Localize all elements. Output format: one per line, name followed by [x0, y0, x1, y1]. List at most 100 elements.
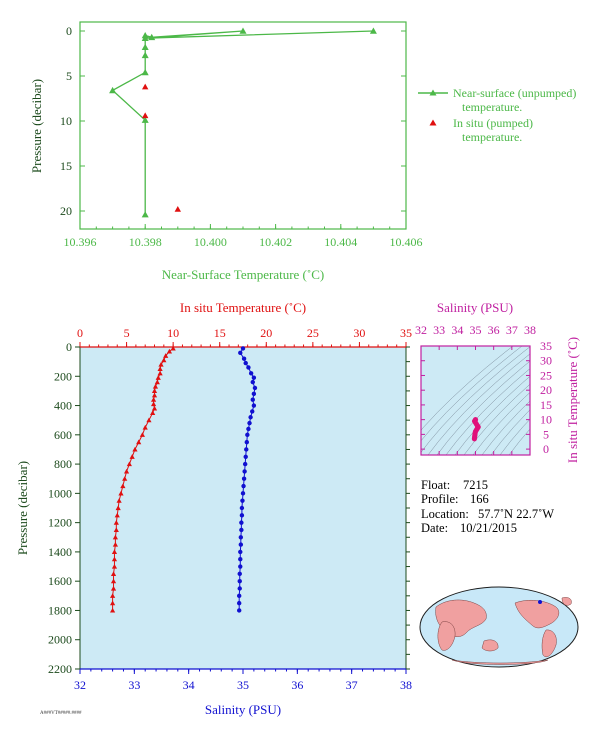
salinity-profile-point	[250, 397, 255, 402]
temperature-profile-point	[112, 541, 118, 547]
salinity-profile-point	[238, 350, 243, 356]
top-y-tick-label: 5	[66, 69, 72, 83]
unpumped-temperature-point	[141, 43, 149, 50]
map-land-greenland	[561, 597, 572, 606]
top-x-tick-label: 10.398	[129, 235, 162, 249]
salinity-profile-point	[238, 535, 244, 540]
top-y-tick-label: 0	[66, 24, 72, 38]
density-contour-line	[427, 353, 530, 455]
temperature-profile-point	[112, 534, 118, 540]
map-land-north-america	[514, 599, 560, 629]
float-info-block: Float: 7215 Profile: 166 Location: 57.7˚…	[421, 478, 554, 535]
temperature-profile-point	[120, 483, 126, 489]
salinity-profile-point	[236, 608, 242, 613]
map-land-australia	[481, 639, 499, 652]
profile-chart: 0 5 10 15 20 25 30 35 32 33 34 35 36 37 38 0 200 400 600…	[15, 300, 412, 717]
profile-temperature-ticks: 0 5 10 15 20 25 30 35	[77, 326, 412, 347]
ts-x-tick-label: 37	[506, 323, 518, 337]
salinity-profile-point	[248, 371, 254, 376]
float-label: Float:	[421, 478, 450, 492]
temperature-tick-label: 0	[77, 326, 83, 340]
salinity-profile-point	[243, 360, 248, 366]
profile-salinity-ticks: 32 33 34 35 36 37 38	[74, 669, 412, 692]
salinity-profile-point	[248, 415, 253, 420]
pressure-tick-label: 0	[66, 340, 72, 354]
density-contour-line	[463, 383, 530, 455]
top-x-tick-label: 10.400	[194, 235, 227, 249]
salinity-profile-point	[251, 403, 257, 408]
legend-label-unpumped-2: temperature.	[462, 100, 522, 114]
ts-x-ticks: 32 33 34 35 36 37 38	[415, 323, 536, 455]
salinity-profile-point	[245, 432, 250, 438]
temperature-profile-point	[110, 585, 117, 591]
salinity-profile-point	[244, 447, 249, 452]
footnote-text: A###VT#####.####	[40, 711, 82, 716]
salinity-profile-point	[247, 420, 252, 426]
density-contour-line	[421, 346, 514, 431]
pumped-temperature-point	[142, 83, 149, 90]
temperature-profile-point	[157, 366, 163, 372]
salinity-profile-point	[239, 520, 244, 525]
salinity-profile-point	[240, 491, 246, 496]
salinity-profile-point	[237, 586, 242, 591]
map-float-location-marker	[538, 600, 542, 604]
temperature-profile-point	[116, 498, 122, 503]
temperature-profile-point	[122, 476, 128, 481]
temperature-profile-point	[151, 392, 158, 398]
legend-label-unpumped-1: Near-surface (unpumped)	[453, 86, 576, 100]
temperature-profile-point	[132, 446, 138, 452]
salinity-profile-point	[244, 439, 250, 445]
unpumped-temperature-point	[141, 211, 149, 218]
density-contour-line	[508, 428, 530, 455]
temperature-profile-point	[114, 512, 120, 518]
salinity-profile-point	[237, 571, 242, 577]
top-x-ticks: 10.396 10.398 10.400 10.402 10.404 10.406	[64, 224, 423, 249]
profile-bottom-axis-label: Salinity (PSU)	[205, 702, 281, 717]
salinity-tick-label: 33	[128, 678, 140, 692]
ts-y-tick-label: 20	[540, 383, 552, 397]
ts-x-tick-label: 38	[524, 323, 536, 337]
salinity-tick-label: 38	[400, 678, 412, 692]
temperature-profile-point	[170, 345, 176, 351]
world-map	[419, 586, 579, 668]
legend-label-pumped-2: temperature.	[462, 130, 522, 144]
salinity-profile-point	[238, 542, 244, 547]
ts-title: Salinity (PSU)	[437, 300, 513, 315]
temperature-profile-point	[136, 439, 142, 445]
salinity-profile-point	[240, 498, 245, 503]
density-contour-line	[490, 409, 530, 455]
pressure-tick-label: 2200	[48, 662, 72, 676]
temperature-profile-point	[110, 578, 117, 584]
unpumped-temperature-point	[141, 51, 149, 59]
unpumped-temperature-point	[141, 32, 149, 39]
pressure-tick-label: 600	[54, 428, 72, 442]
temperature-profile-point	[154, 379, 160, 385]
temperature-profile-point	[110, 607, 116, 613]
ts-y-tick-label: 30	[540, 354, 552, 368]
ts-x-tick-label: 36	[488, 323, 500, 337]
temperature-profile-point	[146, 417, 152, 423]
ts-x-tick-label: 32	[415, 323, 427, 337]
density-contour-line	[445, 368, 530, 455]
temperature-tick-label: 25	[307, 326, 319, 340]
temperature-profile-point	[157, 370, 163, 376]
temperature-profile-point	[111, 556, 118, 562]
profile-series-layer	[110, 345, 258, 613]
top-y-tick-label: 15	[60, 159, 72, 173]
salinity-profile-point	[241, 356, 247, 361]
temperature-profile-point	[111, 563, 118, 569]
salinity-profile-point	[238, 557, 243, 562]
unpumped-temperature-point	[141, 68, 149, 76]
top-plot-frame	[79, 21, 407, 230]
temperature-profile-point	[129, 454, 135, 459]
top-x-axis-label: Near-Surface Temperature (˚C)	[162, 267, 324, 282]
ts-y-tick-label: 10	[540, 413, 552, 427]
profile-pressure-ticks: 0 200 400 600 800 1000 1200 1400 1600 1800 2000 220…	[48, 340, 410, 676]
salinity-profile-point	[236, 593, 242, 599]
ts-y-tick-label: 5	[543, 427, 549, 441]
top-y-axis-label: Pressure (decibar)	[29, 79, 44, 173]
date-value: 10/21/2015	[460, 521, 517, 535]
salinity-profile-point	[242, 461, 248, 467]
